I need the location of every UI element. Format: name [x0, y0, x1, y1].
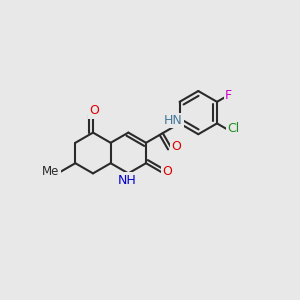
Text: O: O — [171, 140, 181, 154]
Text: HN: HN — [164, 114, 182, 127]
Text: NH: NH — [118, 173, 136, 187]
Text: Cl: Cl — [227, 122, 239, 135]
Text: O: O — [90, 104, 99, 117]
Text: O: O — [162, 165, 172, 178]
Text: F: F — [225, 89, 232, 102]
Text: Me: Me — [42, 165, 60, 178]
